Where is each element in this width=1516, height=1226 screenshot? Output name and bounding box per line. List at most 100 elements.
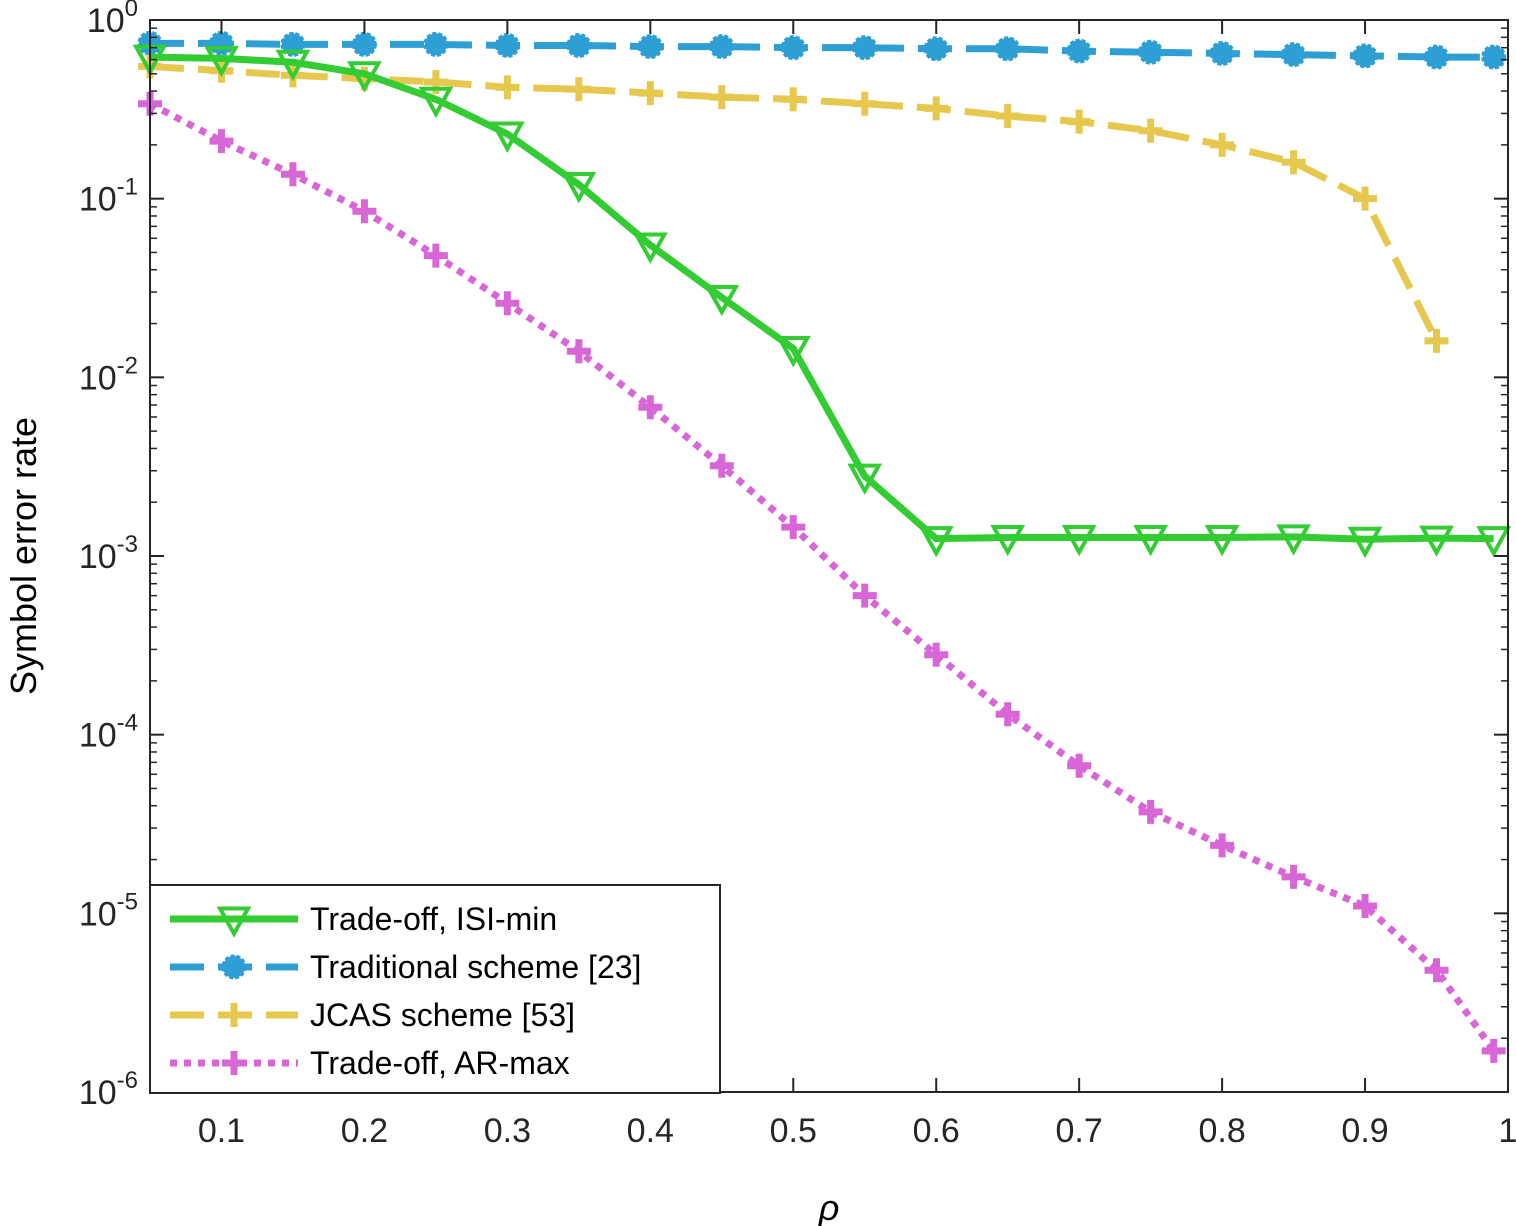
data-point	[780, 35, 806, 61]
legend-item: Trade-off, AR-max	[170, 1045, 570, 1081]
data-point	[918, 526, 954, 558]
data-point	[1481, 44, 1507, 70]
data-point	[347, 61, 382, 93]
data-point	[638, 395, 663, 420]
data-point	[1210, 132, 1235, 157]
x-tick-label: 0.3	[484, 1112, 531, 1150]
series-2	[138, 54, 1449, 353]
data-point	[1347, 526, 1383, 559]
x-tick-label: 0.5	[770, 1112, 817, 1150]
y-tick-label: 10-1	[79, 174, 138, 219]
data-point	[566, 77, 591, 102]
x-tick-label: 1	[1499, 1112, 1516, 1150]
y-tick-label: 10-4	[79, 710, 138, 755]
data-point	[1066, 38, 1092, 64]
legend-marker	[222, 1003, 246, 1027]
data-point	[1352, 43, 1378, 69]
data-point	[566, 32, 592, 58]
data-point	[775, 336, 811, 368]
data-point	[995, 36, 1021, 62]
data-point	[638, 81, 663, 106]
data-point	[781, 87, 806, 112]
data-point	[423, 243, 448, 268]
series-1	[137, 30, 1507, 70]
data-point	[566, 339, 591, 364]
data-point	[208, 30, 234, 56]
data-point	[924, 642, 949, 667]
data-point	[1138, 799, 1163, 824]
data-point	[352, 199, 377, 224]
data-point	[852, 583, 877, 608]
y-axis-title: Symbol error rate	[3, 417, 44, 695]
x-tick-label: 0.4	[627, 1112, 674, 1150]
data-point	[1281, 864, 1306, 889]
data-point	[495, 291, 520, 316]
data-point	[1481, 1038, 1506, 1063]
data-point	[1424, 44, 1450, 70]
data-point	[637, 34, 663, 60]
data-point	[1138, 118, 1163, 143]
data-point	[1061, 524, 1097, 557]
data-point	[204, 45, 239, 78]
legend-label: JCAS scheme [53]	[310, 997, 575, 1033]
data-point	[852, 91, 877, 116]
series-line	[149, 53, 1494, 543]
data-point	[275, 49, 311, 82]
data-point	[781, 515, 806, 540]
series-3	[138, 91, 1506, 1063]
x-tick-label: 0.8	[1198, 1112, 1245, 1150]
legend-label: Traditional scheme [23]	[310, 949, 641, 985]
data-point	[495, 75, 520, 100]
x-axis: 0.1 0.2 0.3 0.4 0.5 0.6 0.7 0.8 0.9 1	[198, 20, 1516, 1150]
data-point	[923, 36, 949, 62]
data-point	[990, 524, 1026, 557]
data-point	[1067, 753, 1092, 778]
series-line	[150, 39, 1494, 61]
data-point	[1419, 525, 1454, 557]
y-tick-label: 10-6	[79, 1067, 138, 1112]
y-tick-label: 100	[87, 0, 138, 40]
data-point	[209, 129, 234, 154]
legend-marker	[216, 906, 252, 938]
data-point	[1424, 328, 1449, 353]
x-tick-label: 0.1	[198, 1112, 245, 1150]
data-point	[494, 32, 520, 58]
data-point	[1281, 42, 1307, 68]
legend: Trade-off, ISI-min Traditional scheme [23…	[149, 884, 721, 1094]
data-point	[1138, 39, 1164, 65]
legend-item: Traditional scheme [23]	[170, 949, 641, 985]
data-point	[1353, 893, 1378, 918]
data-point	[995, 702, 1020, 727]
data-point	[1133, 524, 1169, 557]
data-point	[418, 86, 454, 119]
data-point	[489, 121, 525, 153]
legend-item: JCAS scheme [53]	[170, 997, 575, 1033]
y-tick-label: 10-5	[79, 888, 138, 933]
series-line	[148, 100, 1497, 1053]
data-point	[1204, 524, 1240, 557]
legend-marker	[222, 1051, 246, 1075]
data-point	[1476, 526, 1512, 558]
legend-label: Trade-off, ISI-min	[310, 901, 557, 937]
data-point	[924, 96, 949, 121]
data-point	[847, 463, 883, 495]
y-axis: 10-6 10-5 10-4 10-3 10-2 10-1 100	[79, 0, 1508, 1112]
legend-marker	[221, 954, 247, 980]
data-point	[1209, 40, 1235, 66]
series-0	[132, 44, 1512, 559]
data-point	[1281, 150, 1306, 175]
data-point	[351, 31, 377, 57]
y-tick-label: 10-3	[79, 531, 138, 576]
x-tick-label: 0.9	[1341, 1112, 1388, 1150]
plot-area	[132, 30, 1512, 1063]
data-point	[709, 34, 735, 60]
data-point	[1276, 524, 1311, 556]
data-point	[852, 35, 878, 61]
data-point	[423, 31, 449, 57]
data-point	[709, 85, 734, 110]
data-point	[1210, 833, 1235, 858]
data-point	[1424, 958, 1449, 983]
x-axis-title: ρ	[818, 1187, 840, 1226]
y-tick-label: 10-2	[79, 352, 138, 397]
